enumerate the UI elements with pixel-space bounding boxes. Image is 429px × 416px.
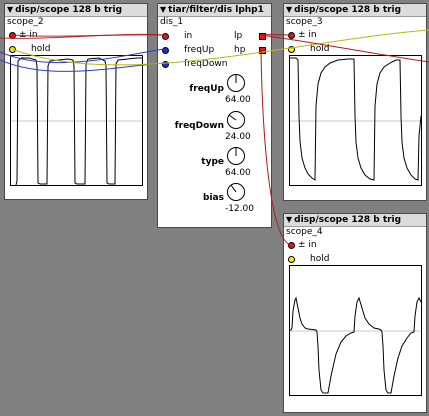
scope-2-instance-name: scope_2 [7, 17, 44, 27]
scope-3-inlet-label: ± in [298, 30, 317, 40]
scope-4-inlet-hold[interactable] [288, 256, 295, 263]
wire-blue-frequp [0, 48, 165, 64]
scope-2-type: disp/scope 128 b trig [15, 5, 123, 15]
scope-3-header[interactable]: ▼ disp/scope 128 b trig [284, 4, 426, 17]
scope-3-inlet-in[interactable] [288, 32, 295, 39]
scope-4-instance-name: scope_4 [286, 227, 323, 237]
dis-1-type: tiar/filter/dis lphp1 [168, 5, 264, 15]
scope-3-display [289, 55, 422, 186]
knob-bias-icon[interactable] [226, 182, 246, 202]
scope-2-display [10, 55, 143, 186]
collapse-triangle-icon[interactable]: ▼ [160, 5, 167, 14]
collapse-triangle-icon[interactable]: ▼ [7, 5, 14, 14]
knob-frequp-label: freqUp [189, 84, 224, 94]
dis-1-inlet-frequp[interactable] [162, 47, 169, 54]
dis-1-instance-name: dis_1 [160, 17, 184, 27]
dis-1-inlet-in[interactable] [162, 33, 169, 40]
knob-freqdown-icon[interactable] [226, 110, 246, 130]
scope-3-waveform [290, 57, 422, 181]
knob-frequp-icon[interactable] [226, 73, 246, 93]
wire-red-lp-out [260, 34, 429, 63]
dis-1-inlet-in-label: in [184, 31, 193, 41]
scope-3-object[interactable]: ▼ disp/scope 128 b trig scope_3 ± in hold [283, 3, 427, 201]
scope-4-header[interactable]: ▼ disp/scope 128 b trig [284, 214, 426, 227]
scope-3-hold-label: hold [310, 44, 330, 54]
knob-bias-label: bias [203, 193, 224, 203]
dis-1-inlet-frequp-label: freqUp [184, 45, 215, 55]
scope-4-display [289, 265, 422, 396]
dis-1-inlet-freqdown-label: freqDown [184, 59, 228, 69]
knob-type-icon[interactable] [226, 146, 246, 166]
scope-3-instance-name: scope_3 [286, 17, 323, 27]
dis-1-outlet-lp-label: lp [234, 31, 243, 41]
scope-2-header[interactable]: ▼ disp/scope 128 b trig [5, 4, 147, 17]
wire-red-scope2-in [11, 34, 165, 37]
dis-1-outlet-hp[interactable] [259, 47, 266, 54]
scope-4-inlet-in[interactable] [288, 242, 295, 249]
knob-freqdown-value: 24.00 [225, 132, 251, 142]
knob-bias-value: -12.00 [225, 204, 255, 214]
dis-1-object[interactable]: ▼ tiar/filter/dis lphp1 dis_1 in freqUp f… [157, 3, 272, 228]
collapse-triangle-icon[interactable]: ▼ [286, 5, 293, 14]
collapse-triangle-icon[interactable]: ▼ [286, 215, 293, 224]
scope-4-type: disp/scope 128 b trig [294, 215, 402, 225]
knob-freqdown-label: freqDown [174, 121, 224, 131]
scope-4-object[interactable]: ▼ disp/scope 128 b trig scope_4 ± in hold [283, 213, 427, 413]
scope-3-inlet-hold[interactable] [288, 46, 295, 53]
knob-frequp-value: 64.00 [225, 95, 251, 105]
knob-type-label: type [201, 157, 224, 167]
wire-yellow-hold [11, 29, 429, 66]
dis-1-outlet-lp[interactable] [259, 33, 266, 40]
knob-type-value: 64.00 [225, 168, 251, 178]
scope-4-hold-label: hold [310, 254, 330, 264]
scope-4-waveform [290, 296, 422, 394]
knob-bias-value-clip: -12.00 [225, 204, 255, 216]
scope-2-waveform [11, 57, 142, 186]
dis-1-header[interactable]: ▼ tiar/filter/dis lphp1 [158, 4, 271, 17]
dis-1-inlet-freqdown[interactable] [162, 61, 169, 68]
scope-3-type: disp/scope 128 b trig [294, 5, 402, 15]
scope-2-hold-label: hold [31, 44, 51, 54]
dis-1-outlet-hp-label: hp [234, 45, 246, 55]
scope-4-inlet-label: ± in [298, 240, 317, 250]
wire-red-hp-scope4 [260, 48, 291, 246]
scope-2-inlet-label: ± in [19, 30, 38, 40]
